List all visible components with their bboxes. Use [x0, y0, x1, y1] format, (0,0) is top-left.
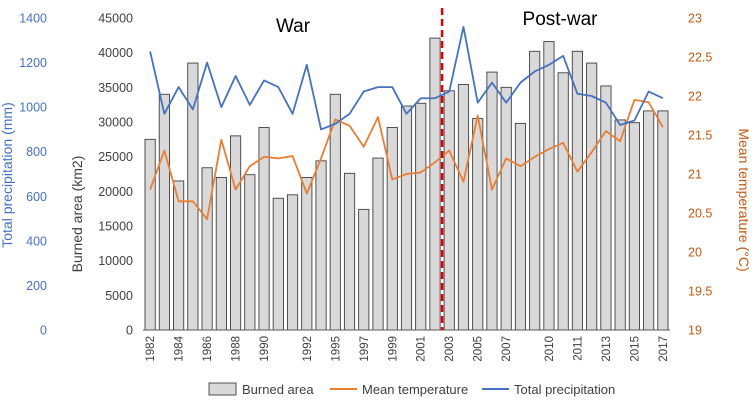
war-label: War — [276, 16, 311, 37]
legend: Burned area Mean temperature Total precipi… — [208, 382, 615, 397]
x-tick-label: 1990 — [259, 336, 271, 362]
bar-burned-area-1993 — [301, 177, 313, 331]
temperature-tick-label: 20.5 — [688, 207, 712, 221]
bar-burned-area-2006 — [486, 71, 498, 331]
temperature-tick-label: 19.5 — [688, 285, 712, 299]
bar-burned-area-2016 — [628, 122, 640, 331]
bar-burned-area-1998 — [372, 157, 384, 331]
x-tick-label: 1988 — [231, 336, 243, 362]
bar-burned-area-1991 — [272, 197, 284, 331]
x-tick-label: 2011 — [572, 336, 584, 361]
temperature-tick-label: 21.5 — [688, 129, 712, 143]
burned-tick-label: 30000 — [98, 116, 133, 130]
bar-burned-area-2004 — [457, 84, 470, 331]
bar-burned-area-1992 — [286, 194, 299, 331]
burned-tick-label: 10000 — [98, 254, 133, 268]
precipitation-axis-title: Total precipitation (mm) — [0, 102, 15, 248]
bar-burned-area-1983 — [158, 93, 170, 331]
bar-burned-area-1994 — [315, 160, 327, 331]
x-tick-label: 2010 — [544, 336, 556, 362]
bar-burned-area-2002 — [429, 37, 441, 331]
x-tick-label: 2005 — [473, 336, 485, 362]
precipitation-tick-label: 1200 — [19, 56, 47, 70]
bar-burned-area-1999 — [386, 127, 398, 331]
bar-burned-area-1984 — [173, 180, 185, 331]
postwar-label: Post-war — [523, 9, 599, 30]
burned-tick-label: 25000 — [98, 150, 133, 164]
temperature-tick-label: 21 — [688, 168, 702, 182]
bar-burned-area-1988 — [229, 135, 242, 331]
temperature-tick-label: 20 — [688, 246, 702, 260]
bar-burned-area-2003 — [443, 90, 455, 331]
temperature-tick-label: 23 — [688, 12, 702, 26]
x-tick-label: 2001 — [416, 336, 428, 362]
precipitation-tick-label: 1000 — [19, 101, 47, 115]
burned-tick-label: 5000 — [105, 289, 133, 303]
line-series-group — [149, 26, 664, 221]
axes-group: 1982 1984 1986 1988 1990 1992 1995 1997 1999 2001… — [19, 12, 712, 362]
burned-tick-label: 0 — [126, 324, 133, 338]
burned-tick-label: 15000 — [98, 220, 133, 234]
annotation-group: War Post-war — [276, 8, 598, 330]
bar-burned-area-2011 — [557, 72, 569, 331]
axis-titles-group: Total precipitation (mm) Burned area (km… — [0, 102, 752, 272]
bar-burned-area-1986 — [201, 167, 213, 331]
line-total-precipitation — [149, 26, 664, 131]
burned-tick-label: 40000 — [98, 46, 133, 60]
precipitation-tick-label: 600 — [26, 190, 47, 204]
bar-burned-area-2001 — [415, 102, 427, 331]
x-tick-label: 2017 — [658, 336, 670, 362]
bar-burned-area-1989 — [244, 174, 256, 331]
x-tick-label: 1997 — [359, 336, 371, 362]
bar-burned-area-2014 — [600, 85, 612, 331]
x-tick-label: 2013 — [601, 336, 613, 362]
bar-burned-area-1982 — [144, 138, 156, 331]
x-tick-label: 2015 — [629, 336, 641, 362]
bar-burned-area-2017 — [643, 110, 655, 331]
legend-label-mean-temperature: Mean temperature — [362, 382, 468, 397]
line-mean-temperature — [149, 99, 664, 221]
x-tick-label: 1982 — [145, 336, 157, 362]
legend-label-total-precipitation: Total precipitation — [514, 382, 615, 397]
bar-burned-area-2009 — [529, 50, 541, 331]
temperature-tick-label: 22.5 — [688, 51, 712, 65]
bar-burned-area-1996 — [343, 172, 356, 331]
burned-tick-label: 35000 — [98, 81, 133, 95]
bar-burned-area-1987 — [215, 177, 227, 331]
bar-burned-area-2005 — [472, 118, 484, 331]
precipitation-tick-label: 400 — [26, 234, 47, 248]
bar-burned-area-1997 — [358, 208, 370, 331]
bar-burned-area-2018 — [657, 110, 669, 331]
x-tick-label: 1995 — [330, 336, 342, 362]
temperature-tick-label: 19 — [688, 324, 702, 338]
burned-area-axis-title: Burned area (km2) — [69, 156, 85, 273]
x-tick-label: 2007 — [501, 336, 513, 362]
bar-series-group — [144, 37, 669, 331]
bar-burned-area-2007 — [500, 86, 512, 331]
x-tick-label: 1984 — [174, 335, 186, 361]
burned-tick-label: 20000 — [98, 185, 133, 199]
x-tick-label: 1992 — [302, 336, 314, 362]
precipitation-tick-label: 200 — [26, 279, 47, 293]
bar-burned-area-2000 — [400, 105, 413, 331]
bar-burned-area-2013 — [586, 62, 598, 331]
bar-burned-area-2010 — [543, 41, 555, 331]
precipitation-tick-label: 800 — [26, 145, 47, 159]
bar-burned-area-2015 — [614, 119, 626, 331]
legend-label-burned-area: Burned area — [242, 382, 314, 397]
precipitation-tick-label: 1400 — [19, 12, 47, 26]
temperature-axis-title: Mean temperature (°C) — [736, 128, 752, 271]
x-tick-label: 1999 — [387, 336, 399, 362]
burned-tick-label: 45000 — [98, 12, 133, 26]
bar-burned-area-2008 — [514, 122, 527, 331]
x-tick-label: 1986 — [202, 336, 214, 362]
precipitation-tick-label: 0 — [40, 324, 47, 338]
x-tick-label: 2003 — [444, 336, 456, 362]
temperature-tick-label: 22 — [688, 90, 702, 104]
legend-swatch-burned-area — [208, 382, 237, 396]
